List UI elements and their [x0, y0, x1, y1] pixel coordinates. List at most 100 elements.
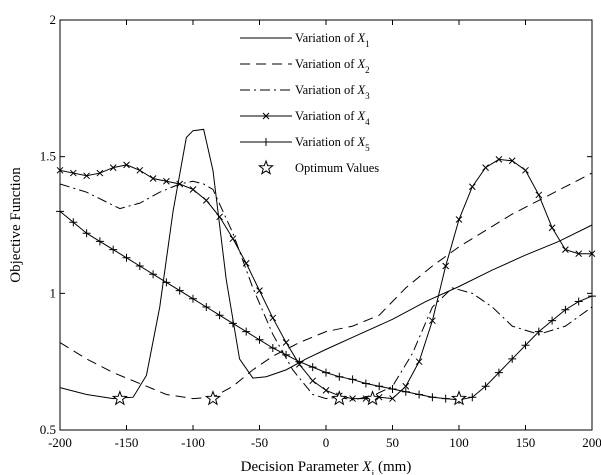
data-point-x5	[82, 229, 91, 238]
series-line-x2	[59, 172, 593, 400]
data-point-x5	[189, 294, 197, 303]
data-point-x4	[309, 377, 317, 385]
data-point-x4	[389, 395, 396, 402]
y-tick-label: 1	[50, 285, 57, 300]
legend-label-var: X	[356, 31, 366, 45]
legend-label-var: X	[356, 83, 366, 97]
data-point-x5	[468, 393, 477, 402]
data-point-x4	[562, 246, 569, 253]
series-markers	[56, 156, 596, 404]
data-point-x5	[401, 387, 410, 396]
legend-marker-x5	[262, 138, 270, 146]
x-tick-label: -100	[181, 435, 205, 450]
data-point-x5	[508, 354, 517, 363]
legend-label-x1: Variation of X1	[295, 31, 370, 49]
x-tick-label: -50	[251, 435, 268, 450]
optimum-star	[450, 390, 468, 406]
axis-ticks: -200 -150 -100 -50 0 50 100 150 200 0.5 1 1.5 2	[40, 12, 601, 450]
legend-label-x3: Variation of X3	[295, 83, 370, 101]
data-point-x5	[534, 327, 543, 336]
data-point-x5	[282, 350, 291, 359]
data-point-x5	[255, 335, 264, 344]
series-line-x1	[59, 128, 593, 400]
data-point-x5	[441, 394, 450, 403]
legend-label-optimum: Optimum Values	[295, 161, 379, 175]
legend-label-x4: Variation of X4	[295, 109, 370, 127]
legend-label-var: X	[356, 135, 366, 149]
y-axis-title: Objective Function	[8, 167, 24, 283]
legend-label-var: X	[356, 109, 366, 123]
x-axis-title-var: X	[361, 459, 372, 475]
data-point-x5	[494, 368, 503, 377]
data-point-x4	[322, 387, 330, 394]
data-point-x5	[361, 379, 370, 388]
data-point-x4	[349, 395, 356, 402]
data-point-x4	[242, 259, 250, 267]
data-point-x5	[428, 393, 437, 402]
data-point-x4	[269, 314, 277, 322]
data-point-x4	[482, 164, 489, 171]
data-point-x4	[189, 186, 197, 193]
data-point-x4	[229, 235, 237, 243]
legend-label-x2: Variation of X2	[295, 57, 370, 75]
data-point-x5	[228, 319, 237, 328]
data-point-x4	[282, 339, 290, 346]
y-tick-label: 2	[50, 12, 57, 27]
data-point-x4	[415, 358, 423, 366]
data-point-x5	[56, 207, 64, 216]
data-point-x4	[508, 157, 516, 165]
data-point-x5	[295, 357, 304, 366]
legend-label-prefix: Variation of	[295, 135, 357, 149]
data-point-x4	[69, 169, 77, 177]
data-point-x4	[123, 161, 130, 169]
data-point-x5	[388, 385, 397, 393]
legend-label-sub: 1	[365, 39, 370, 49]
x-axis-title-prefix: Decision Parameter	[241, 459, 363, 475]
optimum-star	[331, 390, 348, 406]
data-point-x5	[588, 292, 596, 301]
data-point-x4	[548, 224, 556, 232]
data-point-x5	[69, 218, 78, 227]
data-point-x4	[96, 169, 104, 177]
data-point-x5	[95, 237, 104, 246]
data-point-x4	[163, 177, 170, 185]
data-point-x5	[335, 372, 344, 381]
data-point-x4	[109, 164, 117, 171]
data-point-x4	[256, 287, 263, 294]
legend-label-sub: 2	[365, 65, 370, 75]
optimum-star	[111, 390, 128, 406]
data-point-x4	[588, 250, 596, 258]
x-axis-title-suffix: (mm)	[374, 459, 411, 475]
legend-label-sub: 5	[365, 143, 370, 153]
data-point-x4	[495, 156, 503, 163]
legend-label-prefix: Variation of	[295, 57, 357, 71]
x-axis-title: Decision Parameter Xi (mm)	[241, 459, 412, 475]
x-tick-label: 150	[516, 435, 536, 450]
data-point-x5	[348, 375, 357, 384]
data-point-x5	[521, 341, 530, 350]
legend-label-sub: 4	[365, 117, 370, 127]
x-tick-label: -150	[115, 435, 139, 450]
data-point-x5	[149, 270, 158, 279]
data-point-x5	[242, 327, 251, 336]
optimum-star	[204, 390, 221, 406]
legend-label-x5: Variation of X5	[295, 135, 370, 153]
data-point-x4	[202, 197, 210, 204]
data-point-x5	[135, 262, 144, 270]
data-point-x5	[481, 382, 490, 391]
legend-label-sub: 3	[365, 91, 370, 101]
legend-marker-optimum	[257, 159, 275, 175]
y-tick-label: 0.5	[40, 422, 56, 437]
data-point-x5	[308, 363, 317, 372]
legend-label-prefix: Variation of	[295, 83, 357, 97]
data-point-x5	[574, 297, 583, 306]
series-line-x3	[59, 180, 593, 401]
data-point-x4	[468, 183, 476, 191]
data-point-x4	[136, 166, 144, 174]
data-point-x4	[402, 382, 410, 390]
data-point-x5	[215, 311, 224, 320]
data-point-x5	[375, 382, 384, 391]
data-point-x4	[83, 172, 90, 180]
